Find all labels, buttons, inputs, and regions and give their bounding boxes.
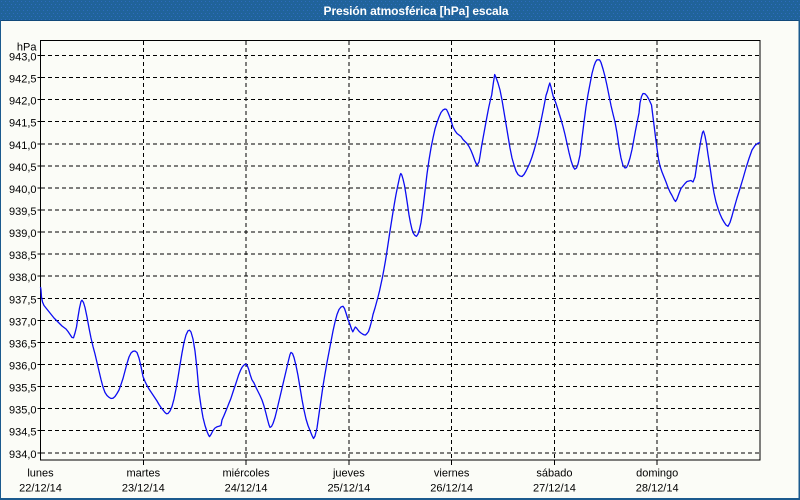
svg-text:936,5: 936,5: [9, 338, 37, 350]
svg-text:940,0: 940,0: [9, 184, 37, 196]
svg-text:935,5: 935,5: [9, 383, 37, 395]
svg-text:935,0: 935,0: [9, 405, 37, 417]
svg-text:943,0: 943,0: [9, 52, 37, 64]
svg-text:sábado: sábado: [536, 468, 572, 480]
svg-text:938,0: 938,0: [9, 272, 37, 284]
svg-text:939,0: 939,0: [9, 228, 37, 240]
svg-text:942,0: 942,0: [9, 96, 37, 108]
svg-text:936,0: 936,0: [9, 360, 37, 372]
svg-text:22/12/14: 22/12/14: [19, 483, 62, 495]
svg-text:viernes: viernes: [434, 468, 470, 480]
svg-text:28/12/14: 28/12/14: [636, 483, 679, 495]
svg-text:937,5: 937,5: [9, 294, 37, 306]
svg-text:941,0: 941,0: [9, 140, 37, 152]
svg-text:domingo: domingo: [636, 468, 678, 480]
svg-text:942,5: 942,5: [9, 74, 37, 86]
svg-text:Presión atmosférica [hPa] esca: Presión atmosférica [hPa] escala: [324, 4, 509, 18]
svg-text:23/12/14: 23/12/14: [122, 483, 165, 495]
svg-text:939,5: 939,5: [9, 206, 37, 218]
svg-text:miércoles: miércoles: [223, 468, 271, 480]
svg-text:938,5: 938,5: [9, 250, 37, 262]
svg-text:hPa: hPa: [17, 42, 37, 54]
svg-text:940,5: 940,5: [9, 162, 37, 174]
svg-text:martes: martes: [126, 468, 160, 480]
svg-text:934,0: 934,0: [9, 449, 37, 461]
svg-text:941,5: 941,5: [9, 118, 37, 130]
svg-text:934,5: 934,5: [9, 427, 37, 439]
svg-text:24/12/14: 24/12/14: [225, 483, 268, 495]
svg-text:27/12/14: 27/12/14: [533, 483, 576, 495]
svg-text:26/12/14: 26/12/14: [430, 483, 473, 495]
svg-text:jueves: jueves: [332, 468, 365, 480]
svg-text:25/12/14: 25/12/14: [327, 483, 370, 495]
svg-text:937,0: 937,0: [9, 316, 37, 328]
svg-text:lunes: lunes: [27, 468, 54, 480]
